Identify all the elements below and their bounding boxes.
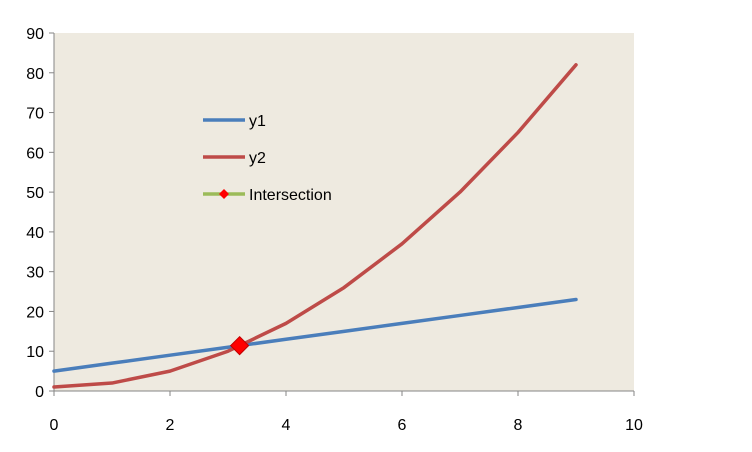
x-tick-label: 2: [166, 417, 175, 434]
series-layer: [52, 63, 578, 389]
series-line-y2: [52, 63, 578, 389]
y-tick-label: 50: [26, 185, 44, 202]
intersection-marker: [229, 335, 250, 356]
y-axis: 0 10 20 30 40 50 60 70 80 90: [26, 26, 55, 401]
x-tick-label: 6: [398, 417, 407, 434]
x-tick-label: 4: [282, 417, 291, 434]
y-tick-label: 30: [26, 265, 44, 282]
y-tick-label: 90: [26, 26, 44, 43]
x-tick-label: 0: [50, 417, 59, 434]
y-tick-label: 70: [26, 106, 44, 123]
legend-label-y1: y1: [249, 113, 266, 130]
legend: y1 y2 Intersection: [203, 113, 332, 204]
x-axis: 0 2 4 6 8 10: [50, 390, 643, 434]
legend-label-Intersection: Intersection: [249, 187, 332, 204]
x-tick-label: 10: [625, 417, 643, 434]
x-tick-label: 8: [514, 417, 523, 434]
y-tick-label: 80: [26, 66, 44, 83]
y-tick-label: 20: [26, 304, 44, 321]
y-tick-label: 40: [26, 225, 44, 242]
plot-area: [54, 33, 634, 391]
y-tick-label: 10: [26, 344, 44, 361]
y-tick-label: 60: [26, 145, 44, 162]
y-tick-label: 0: [35, 384, 44, 401]
legend-marker-diamond: [219, 189, 229, 199]
legend-label-y2: y2: [249, 150, 266, 167]
series-line-y1: [52, 297, 578, 373]
